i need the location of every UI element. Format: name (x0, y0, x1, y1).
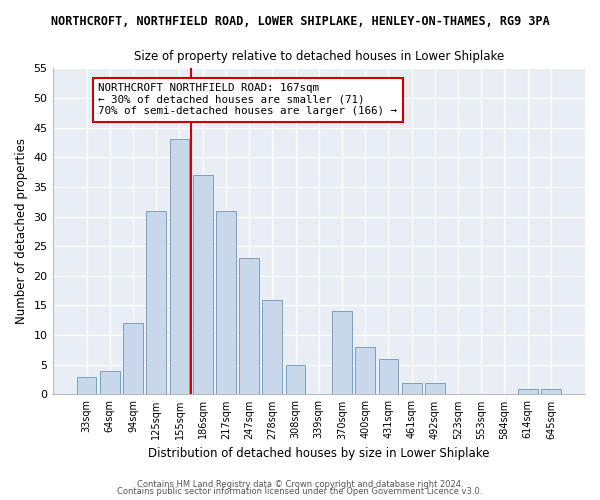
Bar (332, 312, 352, 394)
Text: NORTHCROFT, NORTHFIELD ROAD, LOWER SHIPLAKE, HENLEY-ON-THAMES, RG9 3PA: NORTHCROFT, NORTHFIELD ROAD, LOWER SHIPL… (50, 15, 550, 28)
Bar (425, 382, 445, 394)
Bar (286, 365, 305, 394)
Bar (402, 382, 422, 394)
Bar (541, 388, 561, 394)
Title: Size of property relative to detached houses in Lower Shiplake: Size of property relative to detached ho… (134, 50, 504, 63)
Bar (518, 388, 538, 394)
Bar (77, 376, 97, 394)
Bar (170, 140, 190, 394)
Text: Contains public sector information licensed under the Open Government Licence v3: Contains public sector information licen… (118, 488, 482, 496)
Bar (216, 210, 236, 394)
Bar (123, 324, 143, 394)
Y-axis label: Number of detached properties: Number of detached properties (15, 138, 28, 324)
Text: Contains HM Land Registry data © Crown copyright and database right 2024.: Contains HM Land Registry data © Crown c… (137, 480, 463, 489)
Bar (262, 300, 282, 394)
Bar (100, 370, 119, 394)
Bar (379, 359, 398, 394)
Text: NORTHCROFT NORTHFIELD ROAD: 167sqm
← 30% of detached houses are smaller (71)
70%: NORTHCROFT NORTHFIELD ROAD: 167sqm ← 30%… (98, 83, 397, 116)
Bar (355, 347, 375, 395)
Bar (239, 258, 259, 394)
Bar (146, 210, 166, 394)
X-axis label: Distribution of detached houses by size in Lower Shiplake: Distribution of detached houses by size … (148, 447, 490, 460)
Bar (193, 175, 212, 394)
